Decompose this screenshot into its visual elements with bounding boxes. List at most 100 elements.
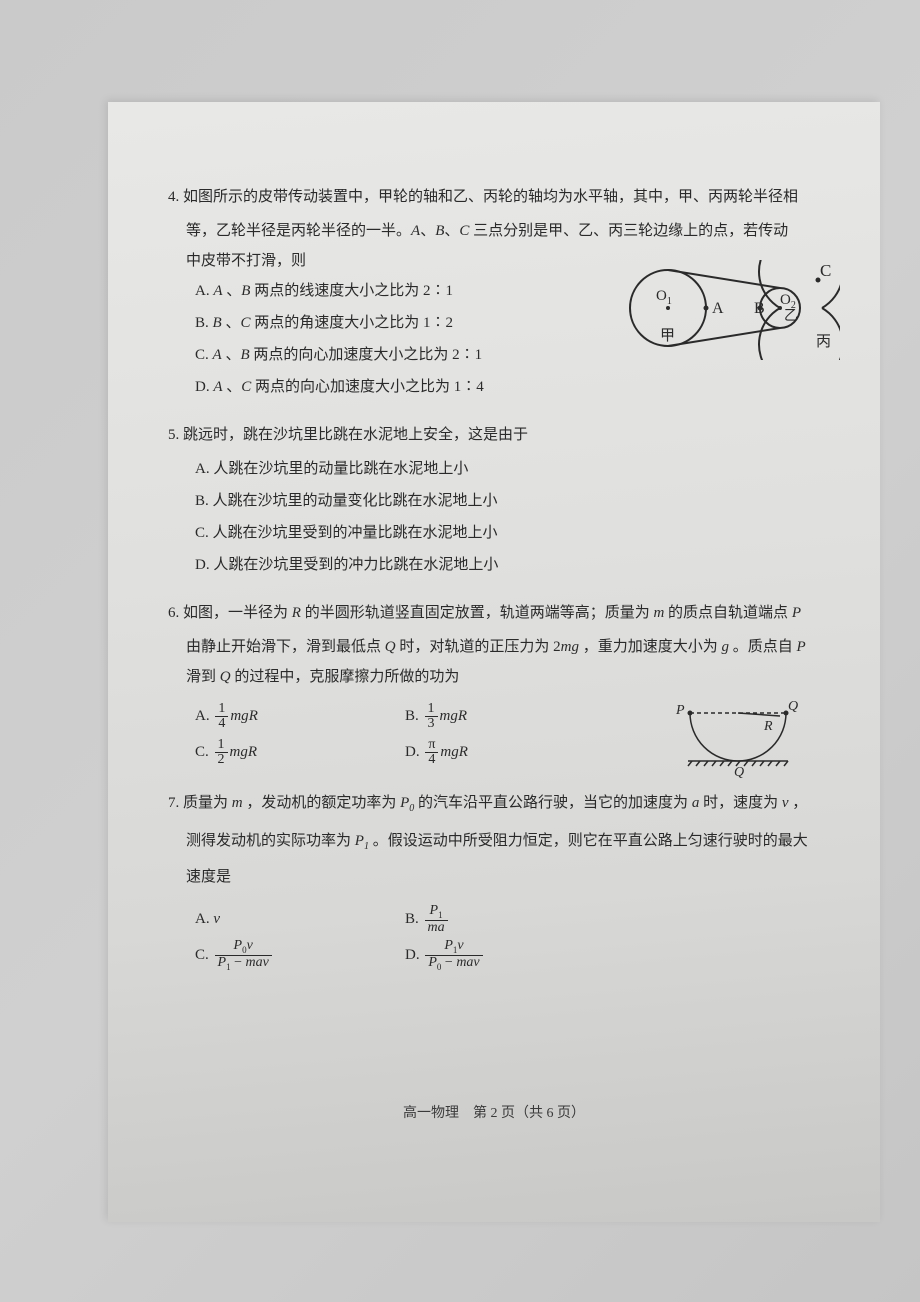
q5-num: 5. [168,427,179,443]
q7d-d1: P [428,955,437,970]
q7-opt-c: C. P0vP1 − mav [195,937,405,973]
q6c-d: 2 [215,753,228,767]
q4b-v2: C [240,315,250,331]
q6d-n: π [425,738,438,753]
q4-B: B [435,223,444,239]
q7b-ns1: 1 [438,910,443,920]
q7-sp1: ，发动机的额定功率为 [243,795,401,811]
q6-stem: 6. 如图，一半径为 R 的半圆形轨道竖直固定放置，轨道两端等高；质量为 m 的… [168,598,820,628]
q6-sp6: 。质点自 [729,639,797,655]
q4-opt-d: D. A 、C 两点的向心加速度大小之比为 1∶4 [195,372,588,402]
question-7: 7. 质量为 m ，发动机的额定功率为 P0 的汽车沿平直公路行驶，当它的加速度… [168,788,820,973]
q6-sp0: 如图，一半径为 [179,605,292,621]
q4d-v2: C [241,379,251,395]
q7b-d1: ma [425,921,448,935]
q4b-pre: B. [195,315,213,331]
q4-s5: 三点分别是甲、乙、丙三轮边缘上的点，若传动 [469,223,788,239]
q6-stem2: 由静止开始滑下，滑到最低点 Q 时，对轨道的正压力为 2mg ，重力加速度大小为… [168,632,820,662]
q6c-n: 1 [215,738,228,753]
q4a-v1: A [213,283,222,299]
q7-opt-a: A. v [195,901,405,937]
q6-P: P [792,605,801,621]
q6c-pre: C. [195,744,213,760]
q7c-n2: v [247,938,253,953]
q7-stem: 7. 质量为 m ，发动机的额定功率为 P0 的汽车沿平直公路行驶，当它的加速度… [168,788,820,819]
q6d-Q: Q [788,699,798,714]
q4-stem-cont: 等，乙轮半径是丙轮半径的一半。A、B、C 三点分别是甲、乙、丙三轮边缘上的点，若… [168,216,820,246]
q6-mg: mg [561,639,579,655]
q4a-pre: A. [195,283,213,299]
q4-lbl-A: A [712,300,724,317]
q4b-v1: B [213,315,222,331]
q6-svg: P Q R Q [670,698,810,778]
q7b-pre: B. [405,911,423,927]
q6d-pre: D. [405,744,423,760]
q6d-R: R [459,744,468,760]
q7d-pre: D. [405,947,423,963]
question-6: 6. 如图，一半径为 R 的半圆形轨道竖直固定放置，轨道两端等高；质量为 m 的… [168,598,820,770]
q6b-suf: mg [440,708,458,724]
q6-stem3: 滑到 Q 的过程中，克服摩擦力所做的功为 [168,662,820,692]
q4-opt-c: C. A 、B 两点的向心加速度大小之比为 2∶1 [195,340,588,370]
q6-R: R [292,605,301,621]
q6-sp8: 的过程中，克服摩擦力所做的功为 [231,669,460,685]
question-4: 4. 如图所示的皮带传动装置中，甲轮的轴和乙、丙轮的轴均为水平轴，其中，甲、丙两… [168,182,820,402]
q6-P2: P [797,639,806,655]
q7c-n1: P [234,938,243,953]
q4d-m1: 、 [223,379,242,395]
q6-opt-d: D. π4mgR [405,734,615,770]
q6c-R: R [248,744,257,760]
q6-opt-b: B. 13mgR [405,698,615,734]
q7-P0: P [400,795,409,811]
page: 4. 如图所示的皮带传动装置中，甲轮的轴和乙、丙轮的轴均为水平轴，其中，甲、丙两… [108,102,880,1222]
q7c-pre: C. [195,947,213,963]
q7-stem2: 测得发动机的实际功率为 P1 。假设运动中所受阻力恒定，则它在平直公路上匀速行驶… [168,823,820,859]
q6d-P: P [675,703,685,718]
q6d-Q2: Q [734,765,744,778]
q7-sp6: 。假设运动中所受阻力恒定，则它在平直公路上匀速行驶时的最大 [369,833,808,849]
page-footer: 高一物理 第 2 页（共 6 页） [108,1102,880,1122]
q4-lbl-yi: 乙 [784,308,798,324]
q4-opt-a: A. A 、B 两点的线速度大小之比为 2∶1 [195,276,588,306]
q5-opt-a: A. 人跳在沙坑里的动量比跳在水泥地上小 [195,454,820,484]
q6d-d: 4 [425,753,438,767]
q5-opt-b: B. 人跳在沙坑里的动量变化比跳在水泥地上小 [195,486,820,516]
q4-C: C [459,223,469,239]
q4-s1: 如图所示的皮带传动装置中，甲轮的轴和乙、丙轮的轴均为水平轴，其中，甲、丙两轮半径… [183,189,798,205]
q4c-m2: 两点的向心加速度大小之比为 2∶1 [250,347,483,363]
q7d-n1: P [444,938,453,953]
q4d-v1: A [213,379,222,395]
q6d-suf: mg [440,744,458,760]
q6b-n: 1 [425,702,438,717]
q4-s3: 、 [420,223,435,239]
q4-lbl-bing: 丙 [816,334,831,350]
q7-sp0: 质量为 [179,795,232,811]
q4c-v1: A [213,347,222,363]
q4-A: A [411,223,420,239]
q7d-n2: v [457,938,463,953]
q6d-R: R [763,719,773,734]
q7d-d2: − [441,955,456,970]
q5-opt-d: D. 人跳在沙坑里受到的冲力比跳在水泥地上小 [195,550,820,580]
q6-g: g [721,639,729,655]
q6-m: m [653,605,664,621]
q5-s: 跳远时，跳在沙坑里比跳在水泥地上安全，这是由于 [179,427,528,443]
q6b-d: 3 [425,717,438,731]
q6-opt-c: C. 12mgR [195,734,405,770]
q4c-v2: B [240,347,249,363]
q4-opt-b: B. B 、C 两点的角速度大小之比为 1∶2 [195,308,588,338]
q4-lbl-jia: 甲 [660,328,675,344]
q4c-m1: 、 [222,347,241,363]
q7-sp2: 的汽车沿平直公路行驶，当它的加速度为 [414,795,692,811]
q6a-R: R [249,708,258,724]
q6-sp4: 时，对轨道的正压力为 2 [396,639,561,655]
q6a-pre: A. [195,708,213,724]
q6-diagram: P Q R Q [670,698,810,789]
q6c-suf: mg [230,744,248,760]
q7-row1: A. v B. P1ma [168,901,820,937]
q6-opt-a: A. 14mgR [195,698,405,734]
q6-sp2: 的质点自轨道端点 [664,605,792,621]
q4-lbl-C: C [820,261,831,280]
q6a-d: 4 [215,717,228,731]
q7d-d3: mav [456,955,479,970]
